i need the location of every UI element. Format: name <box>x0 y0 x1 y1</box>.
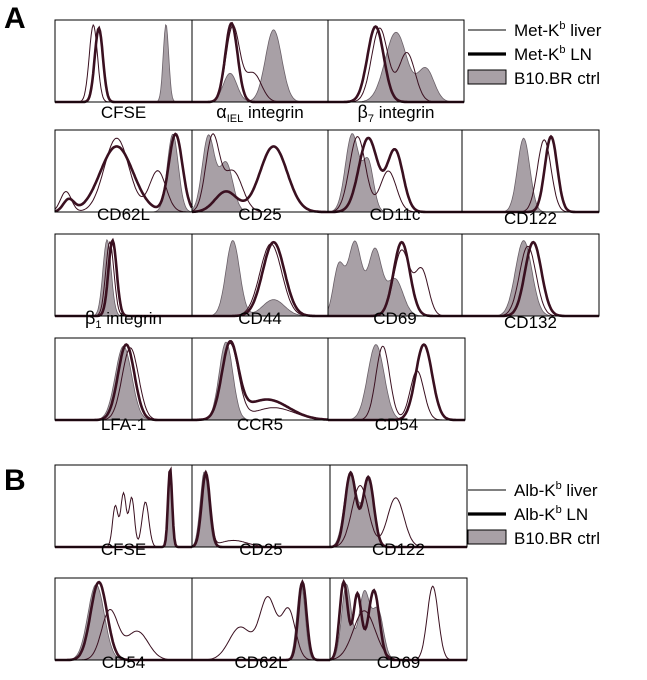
series-liver-line <box>54 137 192 213</box>
histogram-label: CFSE <box>101 103 146 122</box>
histogram-B-20: CD69 <box>329 577 468 672</box>
series-b10br-ctrl-fill <box>462 240 599 317</box>
histogram-label: CD69 <box>373 309 416 328</box>
series-ln-line <box>191 470 330 549</box>
legend-label: B10.BR ctrl <box>514 529 600 548</box>
histogram-label: CD122 <box>504 209 557 228</box>
histogram-A-8: β1 integrin <box>54 233 193 331</box>
legend-label: Alb-Kb LN <box>514 504 588 524</box>
histogram-label: CD11c <box>370 205 421 224</box>
legend-label: Alb-Kb liver <box>514 480 598 500</box>
panel-letter-A: A <box>4 2 26 35</box>
legend-swatch-filled <box>467 69 507 85</box>
series-ln-line <box>192 578 330 662</box>
series-liver-line <box>192 595 330 661</box>
histogram-B-15: CFSE <box>54 464 193 559</box>
histogram-label: CD122 <box>372 540 425 559</box>
histogram-A-6: CD11c <box>327 129 463 224</box>
histogram-frame <box>54 577 193 661</box>
histogram-label: CD132 <box>504 313 557 332</box>
series-liver-line <box>55 241 192 317</box>
histogram-label: CD44 <box>238 309 281 328</box>
series-ln-line <box>55 237 192 318</box>
histogram-A-13: CCR5 <box>191 337 329 434</box>
histogram-frame <box>327 19 465 103</box>
panel-letter-B: B <box>4 464 26 497</box>
histogram-A-1: CFSE <box>54 19 193 122</box>
series-b10br-ctrl-fill <box>192 29 328 103</box>
histogram-label: CD25 <box>239 540 282 559</box>
histogram-frame <box>327 337 466 421</box>
histogram-A-9: CD44 <box>191 233 329 328</box>
histogram-A-11: CD132 <box>461 233 600 332</box>
histogram-B-17: CD122 <box>329 464 468 559</box>
histogram-A-4: CD62L <box>54 129 194 224</box>
histogram-frame <box>191 233 329 317</box>
histogram-B-18: CD54 <box>54 577 193 672</box>
histogram-A-3: β7 integrin <box>327 19 465 125</box>
histogram-label: CD62L <box>97 205 150 224</box>
legend-label: Met-Kb LN <box>514 44 592 64</box>
histogram-B-19: CD62L <box>191 577 331 672</box>
histogram-label: CD54 <box>375 415 418 434</box>
histogram-frame <box>461 233 600 317</box>
histogram-label: β1 integrin <box>85 308 162 331</box>
histogram-B-16: CD25 <box>191 464 331 559</box>
histogram-A-2: αIEL integrin <box>191 19 329 125</box>
histogram-frame <box>329 577 468 661</box>
series-b10br-ctrl-fill <box>55 238 192 317</box>
histogram-label: CD54 <box>102 653 145 672</box>
histogram-A-7: CD122 <box>461 129 600 228</box>
histogram-A-14: CD54 <box>327 337 466 434</box>
series-ln-line <box>192 240 328 318</box>
legend-swatch-filled <box>467 529 507 545</box>
histogram-A-5: CD25 <box>191 129 329 224</box>
histogram-frame <box>329 464 468 548</box>
histogram-frame <box>191 337 329 421</box>
histogram-label: CD25 <box>238 205 281 224</box>
histogram-A-10: CD69 <box>327 233 463 328</box>
series-b10br-ctrl-fill <box>55 24 192 103</box>
series-b10br-ctrl-fill <box>55 345 192 421</box>
histogram-label: CD69 <box>377 653 420 672</box>
histogram-label: LFA-1 <box>101 415 146 434</box>
histogram-frame <box>54 233 193 317</box>
series-b10br-ctrl-fill <box>55 584 192 661</box>
histogram-frame <box>461 129 600 213</box>
histogram-label: CFSE <box>101 540 146 559</box>
series-b10br-ctrl-fill <box>327 240 462 317</box>
series-ln-line <box>55 580 192 662</box>
legend-panel-A: Met-Kb liver Met-Kb LN B10.BR ctrl <box>467 20 602 88</box>
series-ln-line <box>192 339 328 422</box>
histogram-label: CD62L <box>235 653 288 672</box>
legend-panel-B: Alb-Kb liver Alb-Kb LN B10.BR ctrl <box>467 480 600 548</box>
series-b10br-ctrl-fill <box>328 31 464 103</box>
histogram-label: β7 integrin <box>358 102 435 125</box>
series-ln-line <box>54 132 194 213</box>
legend-label: B10.BR ctrl <box>514 69 600 88</box>
series-liver-line <box>328 345 465 421</box>
histogram-label: αIEL integrin <box>216 102 303 125</box>
histogram-label: CCR5 <box>237 415 283 434</box>
series-b10br-ctrl-fill <box>192 341 328 421</box>
series-ln-line <box>192 145 328 214</box>
histogram-A-12: LFA-1 <box>54 337 193 434</box>
series-b10br-ctrl-fill <box>329 470 467 548</box>
legend-label: Met-Kb liver <box>514 20 602 40</box>
